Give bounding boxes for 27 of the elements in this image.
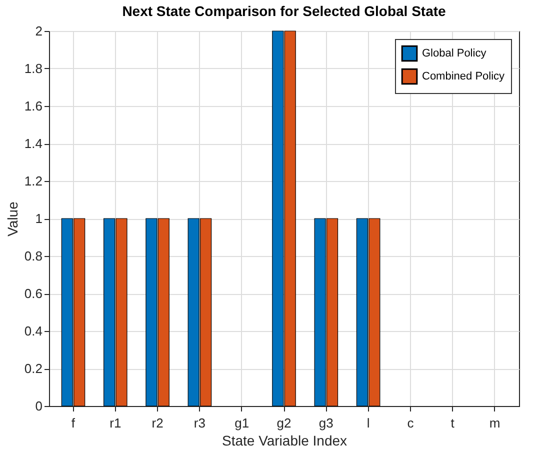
x-tick-label: r1 xyxy=(110,416,122,430)
x-tick-label: l xyxy=(366,416,370,430)
y-tick-label: 0.2 xyxy=(24,361,42,376)
legend-label: Combined Policy xyxy=(422,70,506,82)
x-tick-label: g3 xyxy=(318,416,334,430)
x-tick-label: m xyxy=(489,416,500,430)
y-tick-label: 1.6 xyxy=(24,98,42,114)
chart-title: Next State Comparison for Selected Global State xyxy=(122,3,446,19)
y-tick-label: 0.6 xyxy=(24,286,42,301)
y-tick-label: 1 xyxy=(35,211,42,226)
y-tick-label: 2 xyxy=(35,24,42,38)
x-tick-label: f xyxy=(71,416,76,430)
x-tick-label: r3 xyxy=(194,416,206,430)
y-tick-label: 1.4 xyxy=(24,136,42,151)
legend-label: Global Policy xyxy=(422,48,487,60)
x-tick-label: c xyxy=(407,416,414,430)
x-tick-label: g2 xyxy=(276,416,292,430)
y-axis-title: Value xyxy=(4,201,20,236)
y-tick-label: 1.2 xyxy=(24,174,42,188)
y-tick-label: 0.8 xyxy=(24,248,42,264)
x-tick-label: r2 xyxy=(152,416,164,430)
y-tick-label: 0 xyxy=(35,398,42,414)
x-tick-label: g1 xyxy=(234,416,250,430)
y-tick-label: 0.4 xyxy=(24,324,42,338)
x-axis-title: State Variable Index xyxy=(222,432,348,448)
x-tick-label: t xyxy=(450,416,455,430)
y-tick-label: 1.8 xyxy=(24,61,42,76)
